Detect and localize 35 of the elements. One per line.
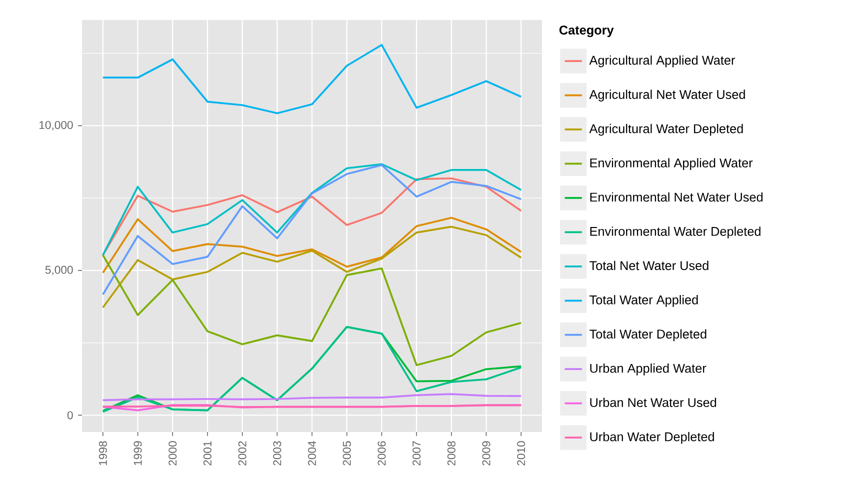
line-series: [102, 393, 522, 402]
x-tick-label: 2002: [238, 441, 246, 466]
x-tick-label: 2010: [517, 441, 526, 466]
legend-label: Urban Net Water Used: [590, 398, 716, 408]
y-tick-label: 0: [67, 411, 73, 420]
y-tick-label: 10,000: [39, 121, 73, 130]
legend-title: Category: [559, 26, 614, 38]
legend-label: Total Water Depleted: [590, 329, 706, 342]
line-series: [102, 226, 522, 308]
legend-label: Agricultural Net Water Used: [589, 90, 745, 102]
legend-label: Total Net Water Used: [590, 260, 708, 270]
line-series: [102, 164, 522, 296]
x-tick-label: 2008: [447, 441, 456, 466]
line-series: [102, 216, 522, 274]
x-tick-label: 2003: [273, 441, 282, 466]
legend-label: Agricultural Water Depleted: [589, 124, 743, 136]
legend-label: Urban Water Depleted: [590, 432, 714, 444]
x-tick-label: 2005: [342, 441, 351, 466]
x-tick-label: 1998: [98, 441, 107, 466]
line-series: [102, 254, 522, 366]
legend-label: Agricultural Applied Water: [589, 55, 736, 68]
legend-label: Urban Applied Water: [590, 364, 706, 376]
x-tick-label: 2009: [482, 441, 490, 466]
legend-label: Environmental Applied Water: [590, 158, 753, 170]
x-tick-label: 2006: [378, 441, 386, 466]
y-tick-label: 5,000: [45, 266, 73, 276]
x-tick-label: 2007: [412, 441, 421, 466]
x-tick-label: 2001: [203, 441, 212, 466]
x-tick-label: 2000: [168, 441, 177, 466]
x-tick-label: 1999: [134, 441, 142, 466]
x-tick-label: 2004: [308, 441, 316, 466]
legend-label: Environmental Net Water Used: [590, 192, 763, 202]
legend-label: Total Water Applied: [590, 295, 698, 307]
line-series: [102, 44, 522, 114]
legend-label: Environmental Water Depleted: [590, 226, 760, 238]
